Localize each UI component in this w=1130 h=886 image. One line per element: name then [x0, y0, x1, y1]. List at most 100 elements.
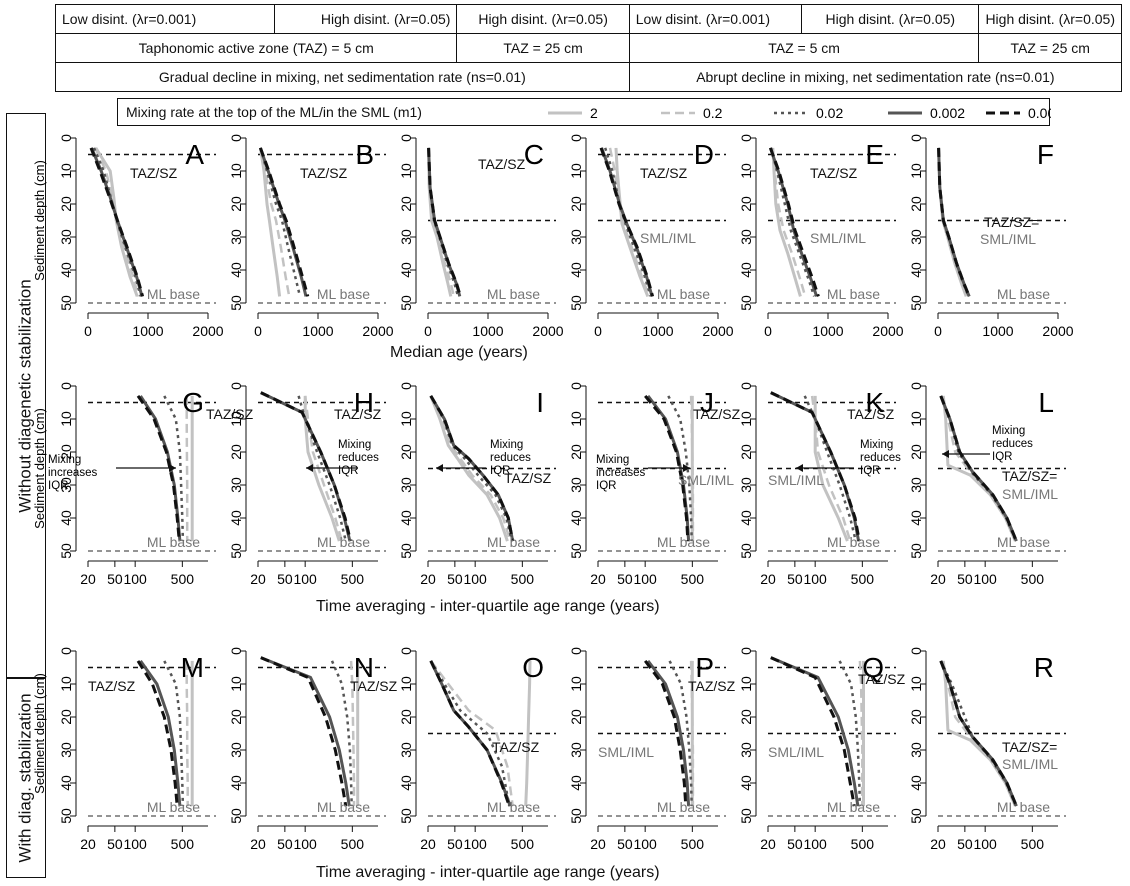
- y-tick-label: 30: [228, 229, 244, 245]
- taz-sz-label: TAZ/SZ: [130, 165, 178, 181]
- y-tick-label: 20: [568, 709, 584, 725]
- x-tick-label: 20: [930, 836, 946, 852]
- x-tick-label: 50: [107, 571, 123, 587]
- series-line-0_2: [429, 660, 514, 807]
- x-tick-label: 2000: [362, 323, 393, 339]
- x-tick-label: 20: [250, 571, 266, 587]
- y-tick-label: 10: [228, 163, 244, 179]
- y-tick-label: 0: [568, 647, 584, 655]
- x-tick-label: 0: [934, 323, 942, 339]
- taz-sz-label: TAZ/SZ: [847, 406, 895, 422]
- x-tick-label: 50: [957, 836, 973, 852]
- taz-sz-label: TAZ/SZ: [504, 470, 552, 486]
- series-line-0_2: [689, 660, 695, 807]
- y-tick-label: 30: [58, 477, 74, 493]
- y-tick-label: 20: [398, 196, 414, 212]
- series-line-0_0002: [939, 395, 1018, 542]
- y-tick-label: 30: [738, 229, 754, 245]
- x-tick-label: 500: [341, 571, 365, 587]
- chart-panel-a: 0 10 20 30 40 50 0 1000 2000 Sediment depth (cm) A…: [32, 134, 224, 339]
- header-cell: TAZ = 25 cm: [456, 33, 630, 63]
- y-tick-label: 0: [398, 382, 414, 390]
- y-tick-label: 10: [738, 163, 754, 179]
- y-tick-label: 50: [228, 295, 244, 311]
- series-line-0_002: [260, 656, 351, 807]
- ml-base-label: ML base: [487, 799, 540, 815]
- series-line-0_02: [429, 660, 511, 807]
- panel-letter: B: [355, 139, 374, 170]
- sml-iml-label: SML/IML: [1002, 486, 1058, 502]
- panel-letter: F: [1037, 139, 1054, 170]
- x-tick-label: 50: [277, 836, 293, 852]
- x-tick-label: 0: [764, 323, 772, 339]
- series-line-0_002: [600, 147, 654, 297]
- y-tick-label: 10: [568, 163, 584, 179]
- y-tick-label: 10: [58, 163, 74, 179]
- legend: Mixing rate at the top of the ML/in the …: [117, 98, 1051, 126]
- mixing-note-line: IQR: [992, 451, 1012, 463]
- x-tick-label: 0: [84, 323, 92, 339]
- y-tick-label: 50: [398, 295, 414, 311]
- y-tick-label: 0: [738, 134, 754, 142]
- mixing-note-line: reduces: [992, 438, 1033, 450]
- y-tick-label: 30: [568, 742, 584, 758]
- x-tick-label: 2000: [1042, 323, 1073, 339]
- sml-iml-label: SML/IML: [980, 231, 1036, 247]
- y-tick-label: 10: [908, 411, 924, 427]
- x-tick-label: 2000: [872, 323, 903, 339]
- taz-sz-label: TAZ/SZ: [300, 165, 348, 181]
- series-line-0_0002: [136, 660, 179, 807]
- x-tick-label: 1000: [642, 323, 673, 339]
- mixing-note-line: reduces: [860, 452, 901, 464]
- mixing-note: Mixing reduces IQR: [490, 439, 531, 477]
- y-tick-label: 20: [738, 196, 754, 212]
- series-line-0_0002: [429, 660, 511, 807]
- y-tick-label: 40: [228, 262, 244, 278]
- y-tick-label: 30: [568, 229, 584, 245]
- y-tick-label: 40: [58, 510, 74, 526]
- y-tick-label: 30: [398, 477, 414, 493]
- x-tick-label: 500: [681, 571, 705, 587]
- panel-letter: Q: [862, 652, 884, 683]
- y-tick-label: 50: [738, 808, 754, 824]
- y-tick-label: 0: [398, 647, 414, 655]
- ml-base-label: ML base: [657, 799, 710, 815]
- y-tick-label: 10: [228, 411, 244, 427]
- y-tick-label: 50: [568, 543, 584, 559]
- ml-base-label: ML base: [147, 799, 200, 815]
- x-tick-label: 20: [590, 571, 606, 587]
- x-tick-label: 1000: [812, 323, 843, 339]
- x-tick-label: 500: [171, 571, 195, 587]
- sml-iml-label: SML/IML: [768, 472, 824, 488]
- x-tick-label: 50: [277, 571, 293, 587]
- mixing-note-line: increases: [596, 467, 645, 479]
- mixing-note-line: IQR: [596, 480, 616, 492]
- legend-title: Mixing rate at the top of the ML/in the …: [126, 104, 422, 120]
- y-tick-label: 30: [228, 477, 244, 493]
- x-tick-label: 100: [123, 571, 147, 587]
- chart-panel-b: 0 10 20 30 40 50 0 1000 2000 B TAZ/SZ ML base: [228, 134, 394, 339]
- ml-base-label: ML base: [147, 286, 200, 302]
- y-tick-label: 10: [228, 676, 244, 692]
- y-tick-label: 20: [228, 709, 244, 725]
- x-tick-label: 500: [171, 836, 195, 852]
- series-line-0_2: [185, 395, 189, 542]
- taz-sz-label: TAZ/SZ: [858, 671, 906, 687]
- taz-sz-label: TAZ/SZ: [810, 165, 858, 181]
- legend-key-label: 0.002: [930, 105, 965, 121]
- mixing-note-line: increases: [48, 467, 97, 479]
- header-cell: Abrupt decline in mixing, net sedimentat…: [628, 62, 1123, 92]
- y-tick-label: 20: [398, 709, 414, 725]
- panel-letter: D: [694, 139, 714, 170]
- mixing-note: Mixing increases IQR: [596, 454, 645, 492]
- y-tick-label: 20: [738, 709, 754, 725]
- x-tick-label: 100: [803, 836, 827, 852]
- taz-sz-label: TAZ/SZ: [88, 678, 136, 694]
- mixing-note-line: reduces: [338, 452, 379, 464]
- y-tick-label: 30: [568, 477, 584, 493]
- x-tick-label: 2000: [192, 323, 223, 339]
- y-tick-label: 20: [228, 196, 244, 212]
- x-axis-label-iqr: Time averaging - inter-quartile age rang…: [316, 864, 660, 881]
